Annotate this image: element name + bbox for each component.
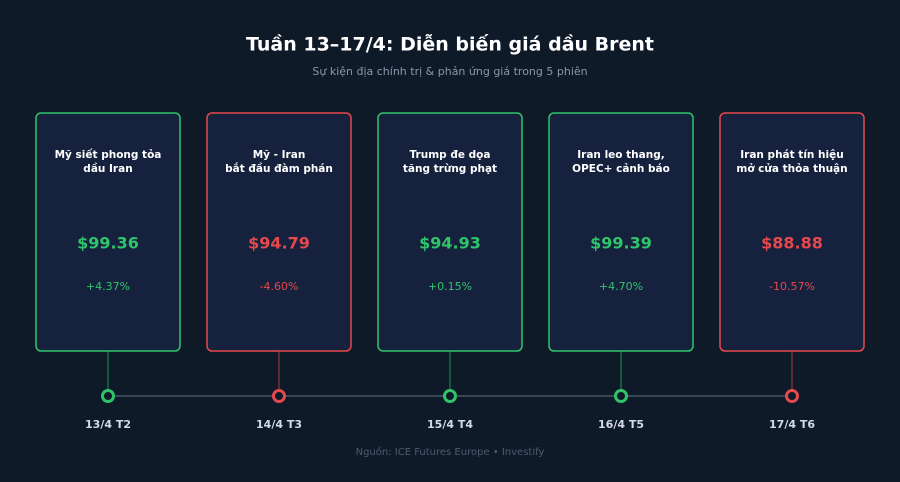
change: +0.15%: [428, 280, 472, 293]
event-label: Trump đe dọa: [410, 149, 491, 161]
date-label: 13/4 T2: [85, 418, 131, 431]
event-label: bắt đầu đàm phán: [225, 162, 333, 175]
event-label: Mỹ - Iran: [253, 149, 306, 161]
date-label: 16/4 T5: [598, 418, 644, 431]
date-label: 14/4 T3: [256, 418, 302, 431]
event-label: Mỹ siết phong tỏa: [55, 148, 162, 161]
timeline-dot: [785, 389, 799, 403]
change: -4.60%: [260, 280, 299, 293]
date-label: 15/4 T4: [427, 418, 473, 431]
price: $99.36: [77, 234, 139, 253]
price: $94.79: [248, 234, 310, 253]
change: -10.57%: [769, 280, 815, 293]
event-label: OPEC+ cảnh báo: [572, 163, 670, 175]
timeline-dot: [443, 389, 457, 403]
change: +4.70%: [599, 280, 643, 293]
price: $94.93: [419, 234, 481, 253]
event-card: [35, 112, 181, 352]
event-card: [377, 112, 523, 352]
event-card: [548, 112, 694, 352]
event-label: dầu Iran: [83, 163, 132, 175]
price: $88.88: [761, 234, 823, 253]
change: +4.37%: [86, 280, 130, 293]
event-label: mở cửa thỏa thuận: [736, 163, 847, 175]
title: Tuần 13–17/4: Diễn biến giá dầu Brent: [246, 32, 654, 56]
price: $99.39: [590, 234, 652, 253]
source: Nguồn: ICE Futures Europe • Investify: [356, 446, 545, 458]
event-card: [206, 112, 352, 352]
timeline-dot: [272, 389, 286, 403]
timeline-dot: [614, 389, 628, 403]
event-label: tăng trừng phạt: [403, 163, 497, 175]
event-label: Iran phát tín hiệu: [740, 149, 843, 161]
timeline-dot: [101, 389, 115, 403]
subtitle: Sự kiện địa chính trị & phản ứng giá tro…: [312, 65, 587, 78]
event-label: Iran leo thang,: [577, 149, 664, 161]
date-label: 17/4 T6: [769, 418, 815, 431]
event-card: [719, 112, 865, 352]
